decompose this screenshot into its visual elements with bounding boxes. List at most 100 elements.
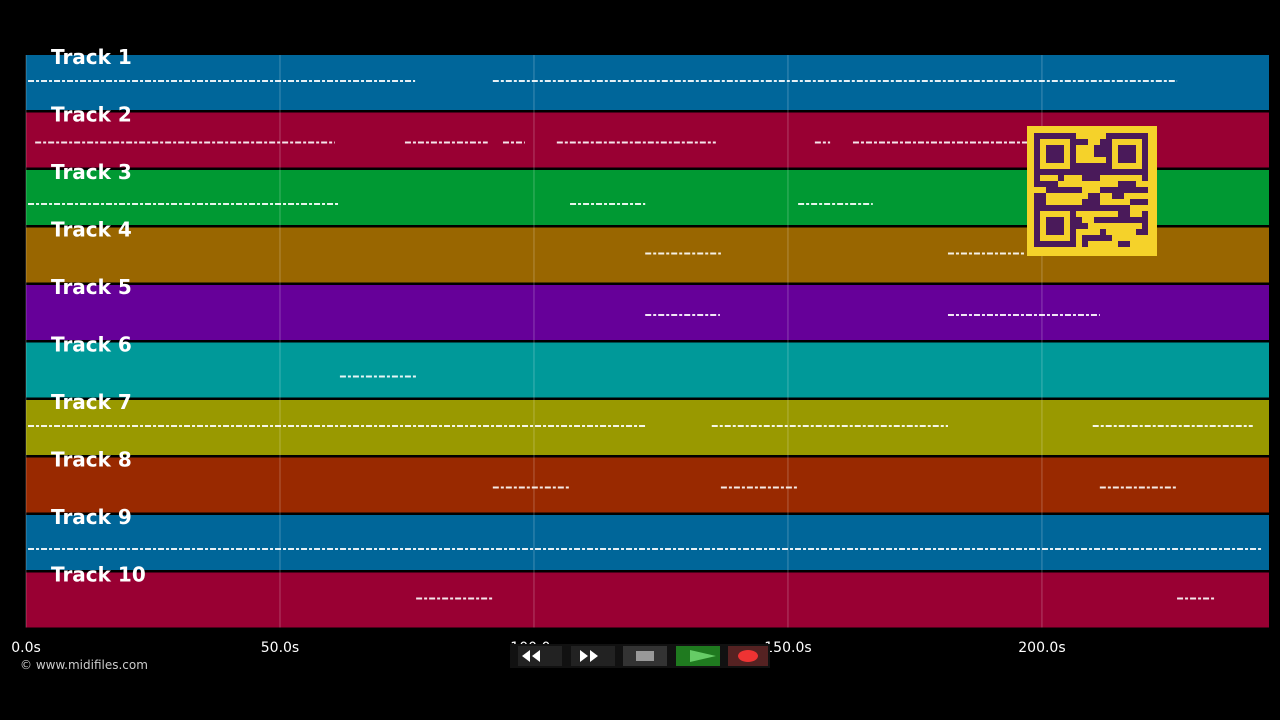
qr-cell [1100, 163, 1106, 169]
qr-cell [1058, 187, 1064, 193]
qr-cell [1112, 193, 1118, 199]
time-tick-label: 0.0s [11, 640, 41, 656]
qr-cell [1094, 217, 1100, 223]
copyright: © www.midifiles.com [20, 658, 148, 672]
track-name: Track 6 [51, 333, 132, 357]
track-name: Track 1 [51, 45, 132, 69]
track-band [26, 285, 1269, 340]
track-band [26, 457, 1269, 513]
qr-cell [1136, 199, 1142, 205]
qr-cell [1112, 217, 1118, 223]
qr-cell [1142, 211, 1148, 217]
qr-cell [1052, 187, 1058, 193]
qr-cell [1082, 199, 1088, 205]
qr-cell [1046, 181, 1052, 187]
track-band [26, 515, 1269, 570]
qr-cell [1100, 187, 1106, 193]
qr-cell [1118, 241, 1124, 247]
qr-cell [1094, 175, 1100, 181]
qr-cell [1118, 211, 1124, 217]
time-tick-label: 200.0s [1018, 640, 1065, 656]
qr-cell [1100, 217, 1106, 223]
qr-cell [1040, 193, 1046, 199]
play-icon [690, 650, 716, 662]
qr-cell [1034, 199, 1040, 205]
qr-cell [1070, 187, 1076, 193]
qr-cell [1136, 187, 1142, 193]
qr-cell [1046, 187, 1052, 193]
qr-cell [1094, 235, 1100, 241]
track-name: Track 5 [51, 275, 132, 299]
qr-cell [1118, 193, 1124, 199]
qr-cell [1100, 235, 1106, 241]
qr-cell [1106, 235, 1112, 241]
rewind-icon [522, 650, 540, 662]
qr-cell [1082, 223, 1088, 229]
qr-cell [1088, 235, 1094, 241]
qr-cell [1094, 163, 1100, 169]
qr-cell [1088, 193, 1094, 199]
track-name: Track 4 [51, 218, 132, 242]
qr-finder [1034, 133, 1076, 175]
qr-cell [1118, 205, 1124, 211]
qr-cell [1100, 169, 1106, 175]
qr-cell [1112, 187, 1118, 193]
qr-cell [1142, 199, 1148, 205]
qr-cell [1130, 181, 1136, 187]
qr-cell [1034, 181, 1040, 187]
time-tick-label: 150.0s [764, 640, 811, 656]
track-name: Track 2 [51, 103, 132, 127]
qr-cell [1124, 217, 1130, 223]
qr-cell [1100, 139, 1106, 145]
qr-cell [1082, 241, 1088, 247]
qr-cell [1094, 205, 1100, 211]
qr-cell [1094, 151, 1100, 157]
qr-cell [1142, 175, 1148, 181]
qr-cell [1142, 217, 1148, 223]
track-name: Track 3 [51, 160, 132, 184]
qr-cell [1124, 181, 1130, 187]
qr-cell [1124, 187, 1130, 193]
qr-code [1027, 126, 1157, 256]
qr-cell [1076, 187, 1082, 193]
qr-cell [1040, 181, 1046, 187]
qr-finder [1034, 205, 1076, 247]
track-name: Track 8 [51, 448, 132, 472]
qr-cell [1130, 217, 1136, 223]
qr-cell [1088, 205, 1094, 211]
qr-cell [1076, 139, 1082, 145]
qr-cell [1142, 187, 1148, 193]
qr-cell [1118, 217, 1124, 223]
qr-cell [1076, 217, 1082, 223]
qr-cell [1136, 229, 1142, 235]
qr-cell [1076, 205, 1082, 211]
forward-icon [580, 650, 598, 662]
qr-cell [1082, 175, 1088, 181]
qr-cell [1094, 193, 1100, 199]
qr-cell [1106, 205, 1112, 211]
qr-cell [1082, 163, 1088, 169]
qr-cell [1100, 145, 1106, 151]
track-name: Track 7 [51, 390, 132, 414]
qr-cell [1130, 187, 1136, 193]
qr-cell [1124, 211, 1130, 217]
qr-cell [1082, 205, 1088, 211]
qr-cell [1082, 139, 1088, 145]
qr-cell [1082, 235, 1088, 241]
qr-cell [1106, 187, 1112, 193]
qr-cell [1076, 163, 1082, 169]
qr-cell [1118, 187, 1124, 193]
track-name: Track 9 [51, 505, 132, 529]
qr-cell [1052, 181, 1058, 187]
qr-cell [1130, 199, 1136, 205]
qr-cell [1100, 151, 1106, 157]
qr-cell [1088, 169, 1094, 175]
qr-cell [1118, 181, 1124, 187]
record-icon [738, 650, 758, 662]
qr-cell [1040, 199, 1046, 205]
qr-cell [1094, 169, 1100, 175]
qr-cell [1058, 175, 1064, 181]
transport-controls [510, 644, 770, 668]
qr-finder-core [1046, 145, 1064, 163]
